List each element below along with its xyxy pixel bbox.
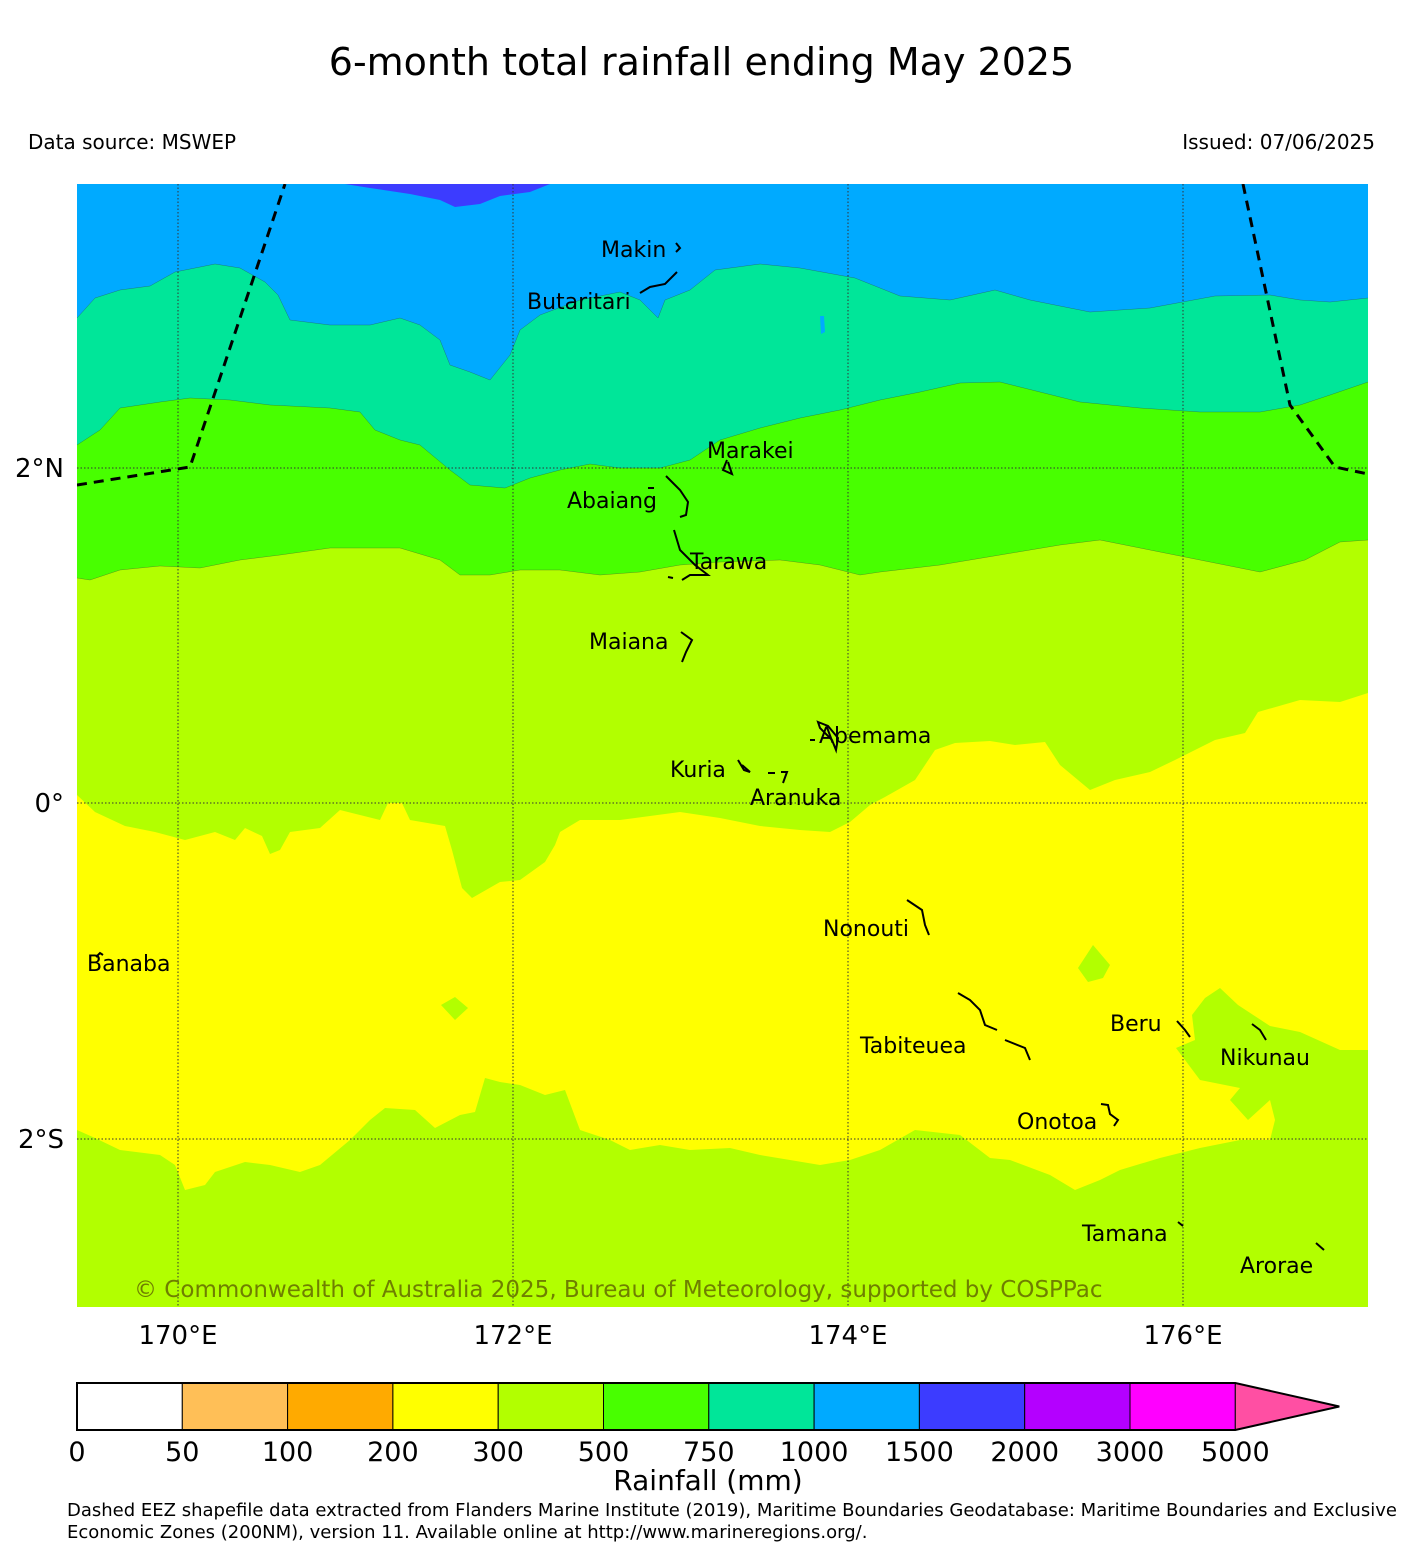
colorbar-outline — [76, 1382, 1340, 1431]
colorbar-segment — [287, 1382, 394, 1431]
marakei-outline — [721, 459, 734, 476]
abemama-outline — [810, 720, 840, 754]
zone-1500-2000 — [345, 184, 550, 207]
island-label-tarawa: Tarawa — [689, 550, 767, 575]
island-label-banaba: Banaba — [87, 952, 170, 977]
colorbar-extend-arrow — [1234, 1382, 1340, 1431]
makin-outline — [675, 242, 682, 253]
zone-300-500-patch-a — [441, 997, 468, 1020]
colorbar-segment — [708, 1382, 815, 1431]
arorae-outline — [1315, 1242, 1325, 1251]
butaritari-outline — [639, 271, 678, 294]
colorbar-segment — [1129, 1382, 1236, 1431]
colorbar: 0 50 100 200 300 500 750 1000 1500 2000 3000 5000 — [68, 1382, 1340, 1468]
island-label-tamana: Tamana — [1081, 1222, 1168, 1247]
colorbar-segment — [392, 1382, 499, 1431]
lat-label-2s: 2°S — [18, 1125, 64, 1155]
island-label-maiana: Maiana — [589, 630, 668, 655]
beru-outline — [1176, 1020, 1191, 1038]
tabiteuea-outline — [957, 992, 1031, 1061]
abaiang-outline — [648, 475, 690, 518]
colorbar-label: Rainfall (mm) — [613, 1464, 802, 1497]
tarawa-outline — [667, 529, 711, 581]
nonouti-outline — [906, 899, 930, 936]
colorbar-tick-label: 1500 — [885, 1437, 954, 1468]
lon-label-174e: 174°E — [808, 1321, 887, 1351]
eez-boundaries — [77, 184, 1368, 487]
island-label-butaritari: Butaritari — [527, 290, 631, 315]
colorbar-segment — [497, 1382, 605, 1431]
colorbar-segment — [813, 1382, 920, 1431]
colorbar-tick-label: 2000 — [990, 1437, 1059, 1468]
colorbar-segment — [181, 1382, 289, 1431]
colorbar-tick-label: 5000 — [1201, 1437, 1270, 1468]
island-label-onotoa: Onotoa — [1017, 1110, 1097, 1135]
zone-200-300 — [77, 693, 1368, 1190]
island-label-abaiang: Abaiang — [567, 489, 657, 514]
data-source-label: Data source: MSWEP — [28, 130, 237, 154]
maiana-outline — [680, 631, 694, 663]
zone-1000-1500 — [77, 184, 1368, 380]
copyright-notice: © Commonwealth of Australia 2025, Bureau… — [134, 1277, 1103, 1303]
island-labels: Makin Butaritari Marakei Abaiang Tarawa … — [87, 238, 1313, 1279]
colorbar-segment — [76, 1382, 183, 1431]
footnote: Dashed EEZ shapefile data extracted from… — [67, 1500, 1397, 1543]
tamana-outline — [1177, 1221, 1184, 1227]
colorbar-segment — [918, 1382, 1026, 1431]
kuria-outline — [737, 759, 751, 773]
page-title: 6-month total rainfall ending May 2025 — [328, 40, 1075, 84]
island-label-marakei: Marakei — [707, 439, 794, 464]
colorbar-tick-label: 300 — [472, 1437, 524, 1468]
zone-1000-1500-sliver — [820, 316, 825, 334]
graticule — [77, 184, 1368, 1307]
island-label-kuria: Kuria — [670, 758, 726, 783]
banaba-outline — [95, 951, 104, 958]
aranuka-outline — [768, 771, 789, 784]
island-outlines — [95, 242, 1325, 1251]
colorbar-tick-label: 750 — [683, 1437, 735, 1468]
island-label-aranuka: Aranuka — [750, 786, 841, 811]
lat-label-0: 0° — [34, 789, 64, 819]
eez-boundary-west — [77, 184, 287, 487]
lon-label-170e: 170°E — [138, 1321, 217, 1351]
island-label-arorae: Arorae — [1240, 1254, 1313, 1279]
island-label-beru: Beru — [1110, 1012, 1162, 1037]
lon-label-176e: 176°E — [1143, 1321, 1222, 1351]
island-label-nonouti: Nonouti — [823, 917, 909, 942]
colorbar-tick-label: 3000 — [1096, 1437, 1165, 1468]
colorbar-tick-label: 100 — [262, 1437, 314, 1468]
colorbar-segment — [1024, 1382, 1131, 1431]
onotoa-outline — [1100, 1103, 1120, 1127]
colorbar-tick-label: 50 — [165, 1437, 199, 1468]
colorbar-segment — [603, 1382, 710, 1431]
colorbar-tick-label: 1000 — [780, 1437, 849, 1468]
nikunau-outline — [1251, 1023, 1267, 1041]
colorbar-tick-label: 0 — [68, 1437, 85, 1468]
island-label-tabiteuea: Tabiteuea — [859, 1034, 966, 1059]
colorbar-tick-label: 500 — [578, 1437, 630, 1468]
lon-label-172e: 172°E — [473, 1321, 552, 1351]
lat-label-2n: 2°N — [15, 454, 64, 484]
issued-date-label: Issued: 07/06/2025 — [1182, 130, 1375, 154]
zone-300-500-patch-b — [1078, 945, 1110, 982]
eez-boundary-east — [1241, 184, 1368, 476]
island-label-abemama: Abemama — [819, 724, 931, 749]
island-label-makin: Makin — [601, 238, 666, 263]
island-label-nikunau: Nikunau — [1220, 1046, 1310, 1071]
colorbar-tick-label: 200 — [367, 1437, 419, 1468]
rainfall-fill-layer — [77, 184, 1368, 1307]
